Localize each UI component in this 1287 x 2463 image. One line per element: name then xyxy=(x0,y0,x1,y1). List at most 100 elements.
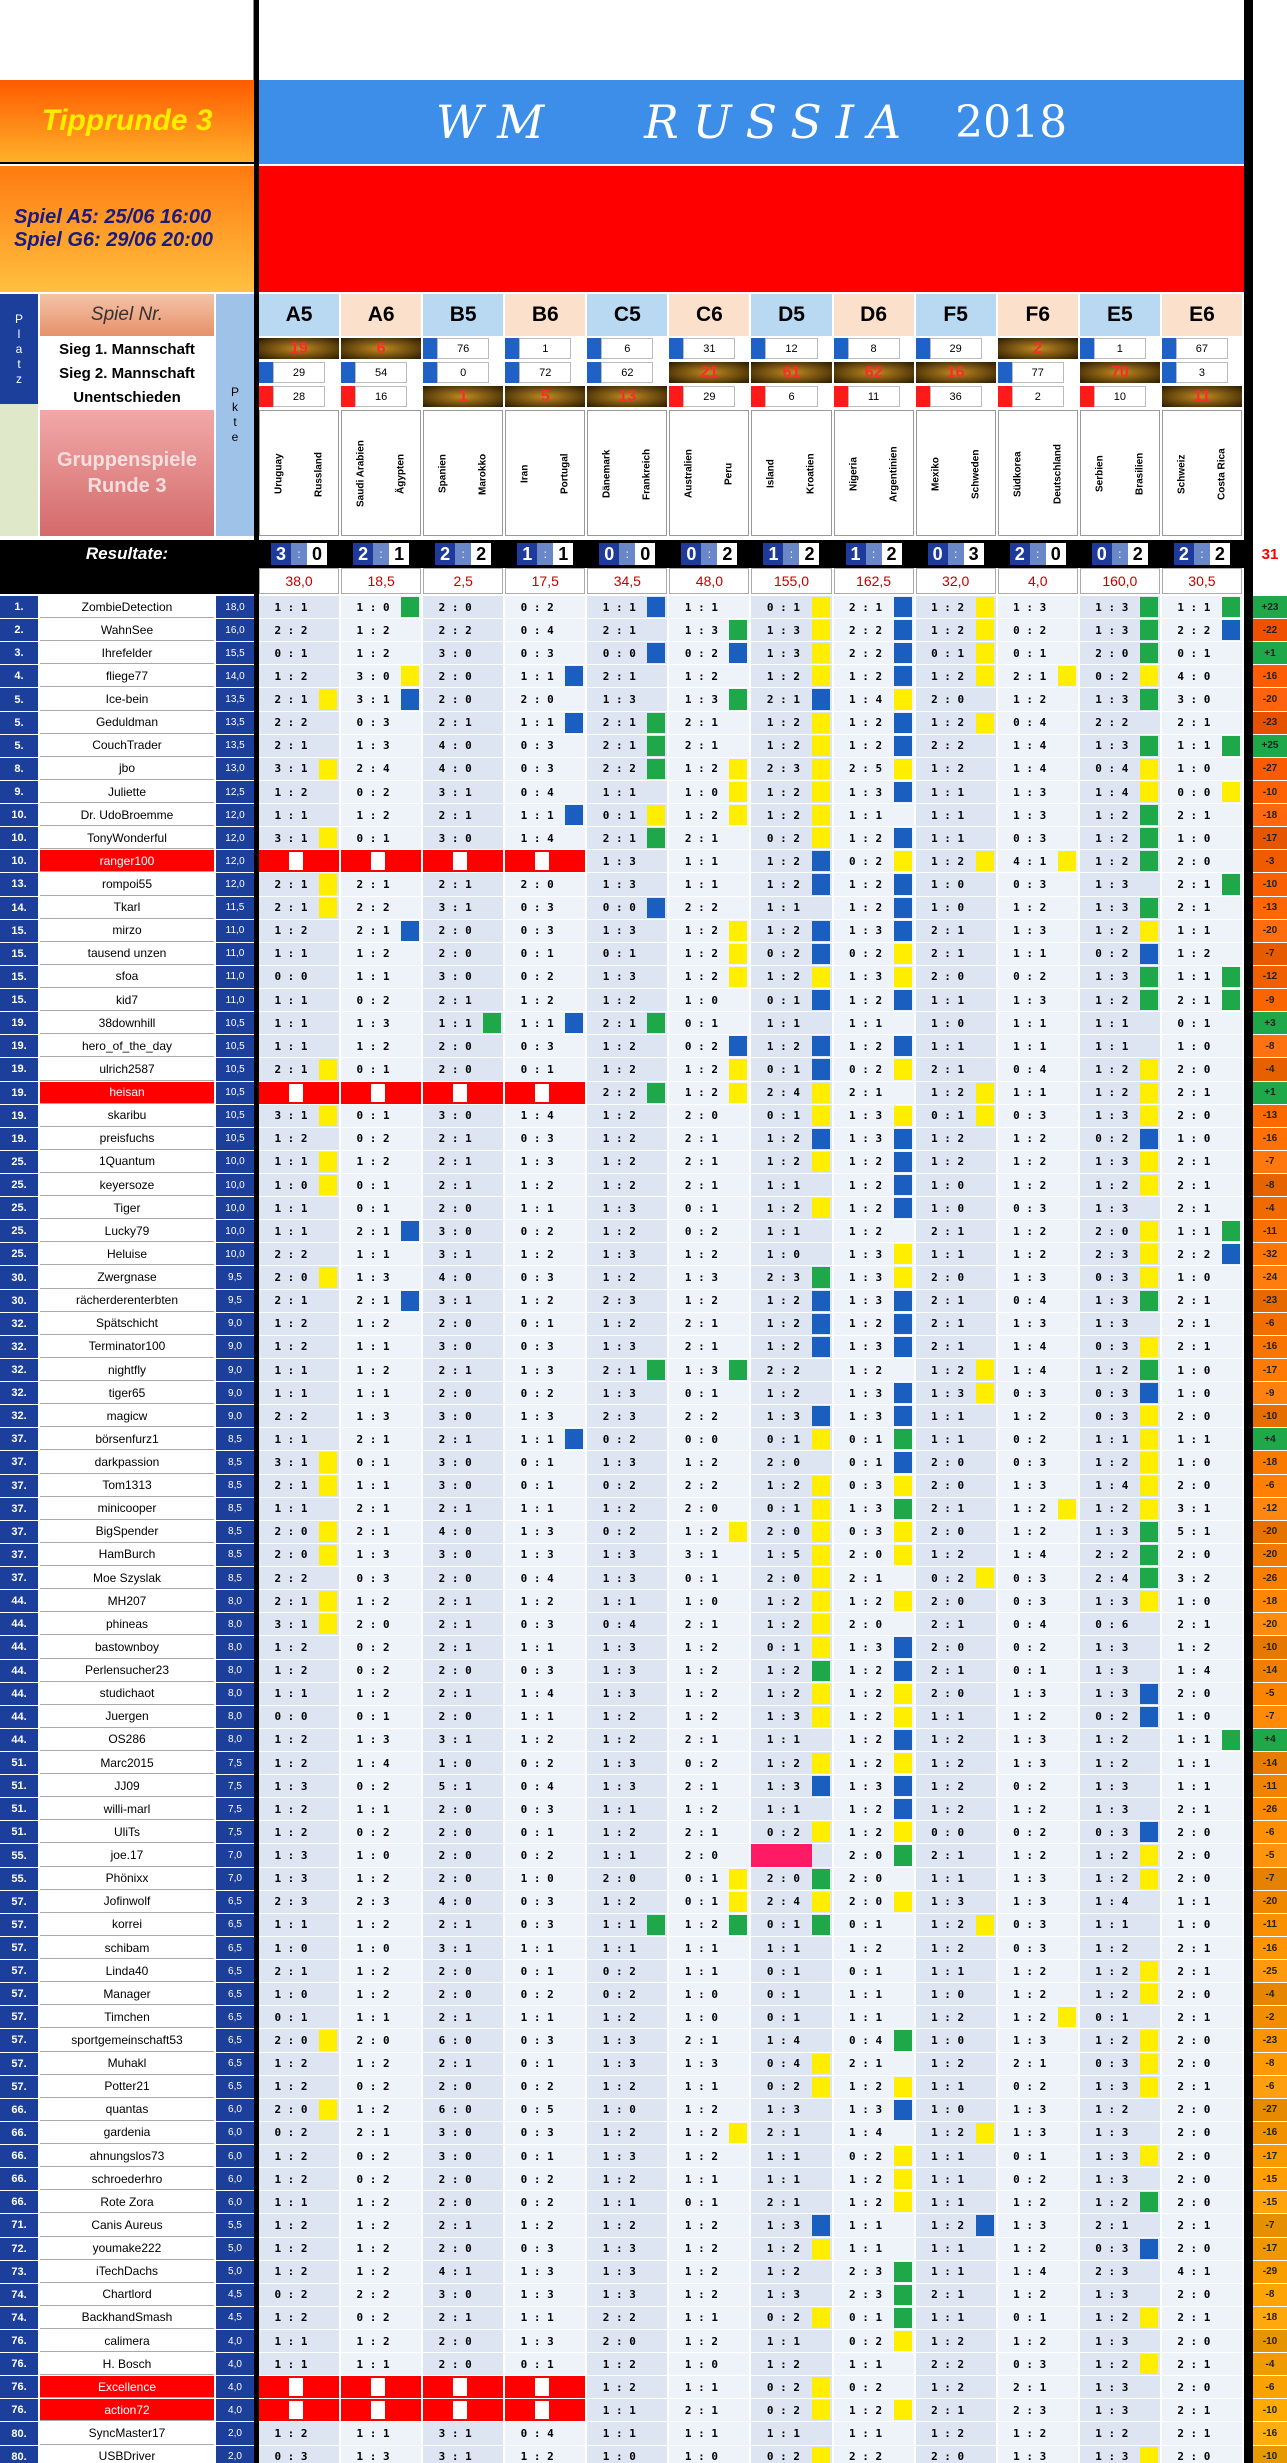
tip-score: 1 : 2 xyxy=(684,762,718,776)
tip-score: 2 : 2 xyxy=(602,1086,636,1100)
tip-score: 1 : 2 xyxy=(766,1687,801,1701)
tip-cell xyxy=(997,850,1078,873)
tip-score: 0 : 2 xyxy=(931,1571,965,1585)
sieg1-label: Sieg 1. Mannschaft xyxy=(59,340,195,358)
side-marker xyxy=(423,338,438,359)
tip-cell xyxy=(915,665,996,688)
tip-score: 3 : 1 xyxy=(438,1733,472,1747)
rank-change: -8 xyxy=(1253,1174,1287,1197)
tip-count-s1: 6 xyxy=(601,338,654,359)
tip-cell xyxy=(997,989,1078,1012)
tip-points-y xyxy=(811,1521,830,1542)
tip-score: 1 : 2 xyxy=(1013,693,1047,707)
rank: 15. xyxy=(0,919,38,942)
tip-score: 1 : 3 xyxy=(602,2265,636,2279)
tip-points-y xyxy=(893,1059,912,1080)
tip-score: 2 : 5 xyxy=(848,762,883,776)
tip-score: 2 : 1 xyxy=(438,1155,472,1169)
tip-cell xyxy=(997,711,1078,734)
tip-count-s1: 76 xyxy=(437,338,490,359)
tip-cell xyxy=(1079,850,1160,873)
tip-score: 1 : 3 xyxy=(602,2057,636,2071)
tip-score: 1 : 1 xyxy=(766,2149,801,2163)
tip-points-b xyxy=(811,1406,830,1427)
tip-points-g xyxy=(647,735,666,756)
tip-score: 1 : 3 xyxy=(1013,1271,1047,1285)
rank: 15. xyxy=(0,989,38,1012)
rank-change: -7 xyxy=(1253,1867,1287,1890)
spiel-info: Spiel A5: 25/06 16:00 Spiel G6: 29/06 20… xyxy=(0,166,254,292)
tip-cell xyxy=(505,1312,586,1335)
tip-score: 1 : 1 xyxy=(1177,1432,1211,1446)
tip-score: 1 : 3 xyxy=(684,1363,718,1377)
tip-score: 0 : 4 xyxy=(520,2427,554,2441)
player-name: Manager xyxy=(40,1983,214,2006)
tip-cell xyxy=(751,642,832,665)
tip-score: 1 : 3 xyxy=(602,924,636,938)
rank: 19. xyxy=(0,1104,38,1127)
tip-score: 0 : 3 xyxy=(520,1664,554,1678)
rank-change: -23 xyxy=(1253,711,1287,734)
player-name: Tkarl xyxy=(40,896,214,919)
tip-score: 0 : 1 xyxy=(356,831,390,845)
rank-change: -10 xyxy=(1253,2399,1287,2422)
tip-score: 0 : 4 xyxy=(1013,1062,1047,1076)
tip-score: 1 : 2 xyxy=(1095,1941,1129,1955)
tip-score: 1 : 2 xyxy=(356,1594,390,1608)
tip-cell xyxy=(915,1451,996,1474)
tip-points-b xyxy=(893,920,912,941)
tip-score: 0 : 3 xyxy=(520,1802,554,1816)
tip-cell xyxy=(423,711,504,734)
player-name: iTechDachs xyxy=(40,2260,214,2283)
tip-cell xyxy=(833,734,914,757)
tip-score: 1 : 1 xyxy=(766,2172,801,2186)
tip-score: 1 : 1 xyxy=(520,1710,554,1724)
player-points: 11,0 xyxy=(216,965,254,989)
tip-points-y xyxy=(729,758,748,779)
rank-change: -18 xyxy=(1253,1590,1287,1613)
tip-score: 2 : 1 xyxy=(438,1687,472,1701)
player-points: 9,5 xyxy=(216,1289,254,1312)
rank: 25. xyxy=(0,1243,38,1266)
tip-points-b xyxy=(1139,943,1158,964)
tip-score: 1 : 2 xyxy=(1095,993,1129,1007)
tip-cell xyxy=(915,642,996,665)
tip-cell xyxy=(341,1405,422,1428)
tip-score: 1 : 3 xyxy=(1013,1479,1047,1493)
tip-cell xyxy=(341,1174,422,1197)
tip-score: 0 : 2 xyxy=(356,2149,390,2163)
player-points: 5,5 xyxy=(216,2214,254,2237)
rank-change: -8 xyxy=(1253,2283,1287,2306)
tip-cell xyxy=(259,1451,340,1474)
tip-cell xyxy=(259,1497,340,1520)
tip-points-b xyxy=(893,1383,912,1404)
tip-score: 1 : 2 xyxy=(1013,1178,1047,1192)
tip-count-s2: 77 xyxy=(1011,362,1064,383)
tip-cell xyxy=(259,1312,340,1335)
tip-score: 0 : 1 xyxy=(766,1640,801,1654)
tip-cell xyxy=(915,780,996,804)
tip-cell xyxy=(423,1497,504,1520)
tip-score: 1 : 3 xyxy=(1095,1802,1129,1816)
tip-score: 1 : 4 xyxy=(766,2033,801,2047)
tip-score: 2 : 1 xyxy=(438,1363,472,1377)
tip-cell xyxy=(505,642,586,665)
tip-count-s1: 19 xyxy=(259,338,340,359)
tip-score: 1 : 3 xyxy=(602,1548,636,1562)
tip-cell xyxy=(1079,873,1160,896)
tip-points-g xyxy=(1139,643,1158,664)
tip-cell xyxy=(997,942,1078,965)
tip-points-y xyxy=(319,1614,338,1635)
player-name: magicw xyxy=(40,1405,214,1428)
tip-cell xyxy=(751,1358,832,1382)
tip-score: 1 : 1 xyxy=(274,1039,308,1053)
tip-score: 2 : 1 xyxy=(1177,2357,1211,2371)
tip-score: 1 : 1 xyxy=(274,1687,308,1701)
missed-tip-gap xyxy=(453,2401,468,2420)
rank-change: -32 xyxy=(1253,1243,1287,1266)
tip-score: 1 : 3 xyxy=(602,1687,636,1701)
tip-cell xyxy=(669,1243,750,1266)
tip-score: 0 : 2 xyxy=(848,2380,883,2394)
rank-change: -16 xyxy=(1253,2121,1287,2145)
tip-score: 1 : 1 xyxy=(356,1802,390,1816)
